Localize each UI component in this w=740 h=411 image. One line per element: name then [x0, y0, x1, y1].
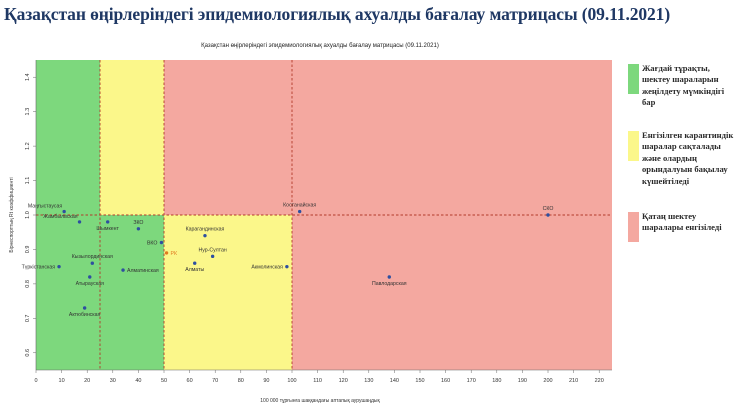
point-label: Кызылординская: [72, 254, 113, 260]
zone-yellow: [164, 215, 292, 370]
x-tick-label: 140: [390, 378, 399, 384]
data-point: [193, 261, 197, 265]
x-tick-label: 40: [135, 378, 141, 384]
x-tick-label: 120: [339, 378, 348, 384]
point-label: Алматы: [185, 267, 204, 273]
x-tick-label: 210: [569, 378, 578, 384]
x-tick-label: 130: [364, 378, 373, 384]
y-tick-label: 0.8: [25, 280, 31, 288]
y-tick-label: 1.4: [25, 73, 31, 81]
x-tick-label: 60: [187, 378, 193, 384]
x-tick-label: 220: [595, 378, 604, 384]
legend-text-yellow: Енгізілген карантиндік шаралар сақталады…: [642, 130, 734, 186]
point-label: Шымкент: [96, 226, 119, 232]
data-point: [121, 268, 125, 272]
point-label: РК: [171, 251, 177, 257]
point-label: Нур-Султан: [199, 247, 227, 253]
x-tick-label: 160: [441, 378, 450, 384]
legend-text-green: Жағдай тұрақты, шектеу шараларын жеңілде…: [642, 63, 725, 108]
y-tick-label: 1.1: [25, 177, 31, 185]
data-point: [164, 251, 169, 255]
point-label: СКО: [543, 206, 554, 212]
legend-swatch-yellow: [628, 131, 639, 161]
point-label: Актюбинская: [69, 312, 101, 318]
x-tick-label: 30: [110, 378, 116, 384]
y-tick-label: 0.7: [25, 315, 31, 323]
y-axis-label: Бірнеспорттың Rt коэффициенті: [9, 177, 15, 252]
zone-yellow-upper: [100, 60, 164, 215]
point-label: Жамбылвская: [43, 214, 78, 220]
x-tick-label: 110: [313, 378, 322, 384]
data-point: [297, 209, 302, 214]
x-tick-label: 0: [34, 378, 37, 384]
point-label: Костанайская: [283, 202, 316, 209]
y-tick-label: 0.6: [25, 349, 31, 357]
point-label: ВКО: [147, 241, 157, 247]
data-point: [136, 227, 141, 231]
point-label: Акмолинская: [251, 265, 283, 271]
point-label: Атырауская: [76, 281, 105, 287]
data-point: [105, 220, 110, 224]
data-point: [90, 261, 95, 265]
x-tick-label: 10: [59, 378, 65, 384]
point-label: Павлодарская: [372, 281, 407, 287]
zone-red: [292, 215, 612, 370]
chart-title: Қазақстан өңірлеріндегі эпидемиологиялық…: [201, 43, 439, 49]
point-label: Маңғыстаусая: [28, 204, 63, 210]
point-label: Алматинская: [127, 268, 159, 274]
data-points: Маңғыстаусая Жамбылвская Шымкент ЗКО ВКО РК Тү…: [22, 202, 554, 318]
x-tick-label: 180: [492, 378, 501, 384]
y-tick-label: 0.9: [25, 246, 31, 254]
data-point: [62, 209, 66, 214]
x-tick-label: 80: [238, 378, 244, 384]
data-point: [57, 264, 61, 269]
data-point: [88, 275, 92, 279]
data-point: [387, 275, 391, 279]
data-point: [82, 306, 87, 310]
point-label: Түркістанская: [22, 265, 56, 271]
y-tick-label: 1.3: [25, 108, 31, 116]
data-point: [210, 254, 215, 259]
x-tick-label: 70: [212, 378, 218, 384]
x-tick-label: 20: [84, 378, 90, 384]
data-point: [203, 233, 207, 238]
x-axis-label: 100 000 тұрғынға шаққандағы аптапық ауру…: [260, 398, 380, 404]
page-title: Қазақстан өңірлеріндегі эпидемиологиялық…: [4, 4, 671, 24]
x-tick-label: 50: [161, 378, 167, 384]
data-point: [159, 240, 164, 245]
x-tick-label: 100: [287, 378, 296, 384]
x-tick-label: 90: [263, 378, 269, 384]
data-point: [285, 264, 289, 269]
point-label: Карагандинская: [186, 227, 225, 233]
zone-green: [36, 215, 164, 370]
legend-swatch-red: [628, 212, 639, 242]
y-tick-label: 1.0: [25, 211, 31, 219]
zones-layer: [36, 60, 612, 370]
point-label: ЗКО: [133, 220, 143, 226]
x-tick-label: 170: [467, 378, 476, 384]
data-point: [77, 220, 82, 224]
legend-swatch-green: [628, 64, 639, 94]
legend-text-red: Қатаң шектеу шаралары енгізіледі: [642, 211, 722, 233]
matrix-chart: 0 10 20 30 40 50 60 70 80 90 100 110 120 130 140 150 160…: [9, 60, 612, 404]
zone-red-upper: [164, 60, 612, 215]
x-tick-label: 190: [518, 378, 527, 384]
y-tick-label: 1.2: [25, 142, 31, 150]
data-point: [546, 213, 550, 217]
x-tick-label: 150: [415, 378, 424, 384]
axes: 0 10 20 30 40 50 60 70 80 90 100 110 120 130 140 150 160…: [25, 60, 612, 384]
reference-lines: [36, 60, 612, 370]
zone-green-upper: [36, 60, 100, 215]
x-tick-label: 200: [543, 378, 552, 384]
